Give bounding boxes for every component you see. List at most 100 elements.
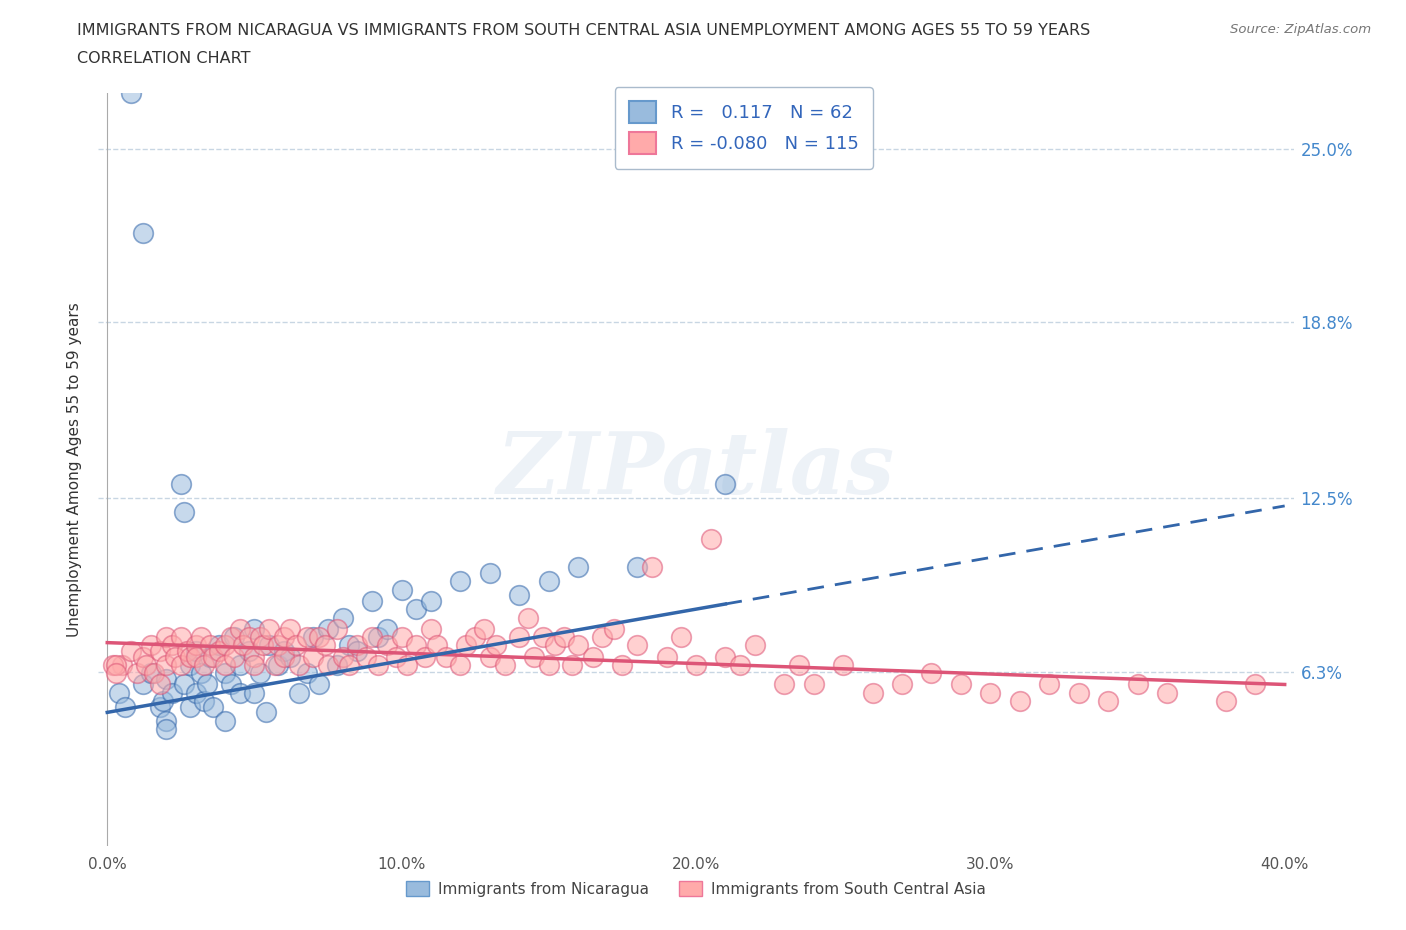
- Point: [714, 649, 737, 664]
- Point: [125, 666, 148, 681]
- Point: [567, 638, 589, 653]
- Point: [170, 630, 193, 644]
- Point: [326, 658, 349, 672]
- Text: CORRELATION CHART: CORRELATION CHART: [77, 51, 250, 66]
- Point: [228, 621, 250, 636]
- Point: [222, 649, 245, 664]
- Point: [302, 630, 325, 644]
- Point: [396, 658, 419, 672]
- Point: [375, 638, 398, 653]
- Point: [464, 630, 486, 644]
- Point: [284, 638, 307, 653]
- Point: [1156, 685, 1178, 700]
- Point: [302, 649, 325, 664]
- Point: [375, 621, 398, 636]
- Point: [1038, 677, 1060, 692]
- Point: [1008, 694, 1031, 709]
- Point: [537, 574, 560, 589]
- Point: [278, 649, 301, 664]
- Point: [346, 638, 368, 653]
- Point: [264, 658, 287, 672]
- Point: [367, 630, 389, 644]
- Point: [434, 649, 457, 664]
- Point: [155, 630, 177, 644]
- Point: [228, 658, 250, 672]
- Point: [1215, 694, 1237, 709]
- Point: [1067, 685, 1090, 700]
- Point: [478, 649, 501, 664]
- Text: ZIPatlas: ZIPatlas: [496, 428, 896, 512]
- Point: [426, 638, 449, 653]
- Point: [553, 630, 575, 644]
- Point: [114, 699, 136, 714]
- Point: [891, 677, 914, 692]
- Point: [120, 86, 142, 100]
- Point: [1097, 694, 1119, 709]
- Point: [219, 677, 242, 692]
- Point: [190, 666, 212, 681]
- Point: [105, 666, 128, 681]
- Point: [494, 658, 516, 672]
- Point: [478, 565, 501, 580]
- Point: [728, 658, 751, 672]
- Point: [391, 630, 413, 644]
- Point: [367, 658, 389, 672]
- Point: [238, 630, 260, 644]
- Point: [184, 638, 207, 653]
- Point: [314, 638, 336, 653]
- Point: [143, 666, 166, 681]
- Point: [200, 638, 222, 653]
- Point: [249, 630, 271, 644]
- Text: Source: ZipAtlas.com: Source: ZipAtlas.com: [1230, 23, 1371, 36]
- Point: [332, 649, 354, 664]
- Point: [297, 630, 319, 644]
- Point: [257, 621, 280, 636]
- Point: [420, 593, 443, 608]
- Point: [787, 658, 810, 672]
- Point: [243, 649, 266, 664]
- Point: [316, 621, 339, 636]
- Point: [273, 630, 295, 644]
- Point: [626, 560, 648, 575]
- Point: [832, 658, 855, 672]
- Point: [254, 705, 277, 720]
- Point: [163, 649, 186, 664]
- Point: [173, 677, 195, 692]
- Point: [714, 476, 737, 491]
- Point: [131, 225, 153, 240]
- Point: [361, 593, 384, 608]
- Point: [160, 685, 183, 700]
- Point: [685, 658, 707, 672]
- Point: [214, 638, 236, 653]
- Legend: Immigrants from Nicaragua, Immigrants from South Central Asia: Immigrants from Nicaragua, Immigrants fr…: [399, 874, 993, 903]
- Point: [561, 658, 583, 672]
- Point: [450, 574, 472, 589]
- Point: [193, 694, 215, 709]
- Point: [184, 685, 207, 700]
- Point: [508, 588, 530, 603]
- Point: [131, 677, 153, 692]
- Point: [179, 649, 201, 664]
- Point: [155, 713, 177, 728]
- Point: [472, 621, 495, 636]
- Point: [202, 649, 225, 664]
- Point: [105, 658, 128, 672]
- Point: [356, 649, 378, 664]
- Point: [287, 685, 309, 700]
- Point: [531, 630, 554, 644]
- Point: [582, 649, 605, 664]
- Point: [208, 638, 231, 653]
- Point: [214, 658, 236, 672]
- Point: [773, 677, 796, 692]
- Point: [803, 677, 825, 692]
- Point: [405, 638, 427, 653]
- Point: [1126, 677, 1149, 692]
- Point: [361, 630, 384, 644]
- Point: [273, 649, 295, 664]
- Point: [184, 644, 207, 658]
- Point: [337, 638, 360, 653]
- Point: [346, 644, 368, 658]
- Point: [920, 666, 942, 681]
- Point: [170, 658, 193, 672]
- Point: [149, 699, 172, 714]
